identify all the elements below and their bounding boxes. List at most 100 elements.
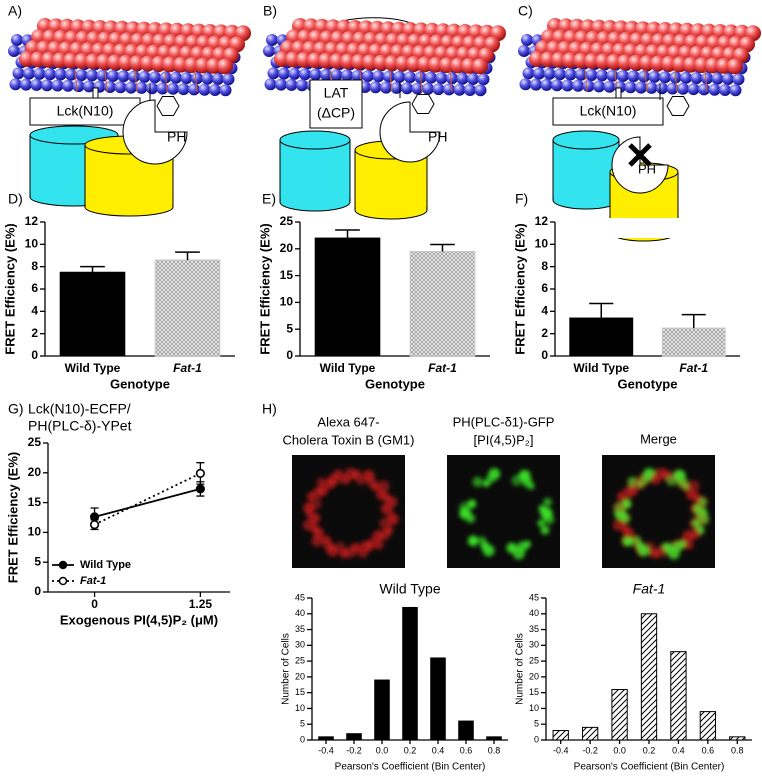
lipid-head xyxy=(167,82,179,95)
lipid-head xyxy=(656,82,668,95)
error-bar xyxy=(589,302,614,319)
lipid-head xyxy=(263,45,275,57)
chart-title: Wild Type xyxy=(379,581,440,597)
bar xyxy=(59,271,126,357)
lipid-head xyxy=(540,78,553,91)
signal xyxy=(537,519,545,527)
x-tick-label: Fat-1 xyxy=(679,361,708,375)
signal xyxy=(649,548,660,559)
lipid-head xyxy=(33,67,46,80)
lipid-head xyxy=(30,78,43,91)
lipid-head xyxy=(425,71,437,84)
panel-label: D) xyxy=(8,191,23,207)
lipid-head xyxy=(219,84,232,97)
x-tick-label: 0.2 xyxy=(404,745,417,755)
x-tick-label: 0.6 xyxy=(702,745,715,755)
bar xyxy=(402,606,418,741)
lipid-head xyxy=(288,67,301,80)
x-axis-label: Pearson's Coefficient (Bin Center) xyxy=(574,762,725,773)
y-tick-label: 10 xyxy=(25,237,39,251)
y-tick-label: 40 xyxy=(529,608,539,618)
lipid-head xyxy=(575,68,587,81)
lipid-head xyxy=(659,71,671,84)
y-tick-label: 2 xyxy=(541,326,548,340)
error-bar xyxy=(681,313,706,329)
lipid-head xyxy=(635,81,647,94)
lipid-head xyxy=(446,72,458,85)
image-caption: PH(PLC-δ1)-GFP xyxy=(453,414,555,429)
lipid-head xyxy=(443,83,455,96)
lipid-tail xyxy=(389,69,393,93)
lipid-head xyxy=(645,81,658,94)
lipid-head xyxy=(54,68,67,81)
lipid-head xyxy=(456,72,469,85)
lipid-head xyxy=(472,58,488,75)
ph-domain xyxy=(611,136,669,194)
lipid-head xyxy=(390,81,403,94)
point xyxy=(195,468,205,478)
protein-box xyxy=(309,79,363,129)
y-tick-label: 8 xyxy=(541,259,548,273)
bar xyxy=(486,736,502,741)
signal xyxy=(543,497,552,507)
chart: G) Lck(N10)-ECFP/PH(PLC-δ)-YPet 0 5 10 15 20 25… xyxy=(5,401,230,627)
micrograph: Alexa 647- Cholera Toxin B (GM1) xyxy=(283,414,414,568)
lipid-head xyxy=(411,82,424,95)
lipid-head xyxy=(627,70,640,83)
chart: D) 0 2 4 6 8 10 12 FRET Efficiency (E%) GenotypeW… xyxy=(2,191,235,391)
y-tick-label: 30 xyxy=(529,640,539,650)
error-bar xyxy=(335,229,360,239)
y-tick-label: 12 xyxy=(535,214,549,228)
y-tick-label: 0 xyxy=(286,348,293,362)
lipid-head xyxy=(135,81,148,94)
lipid-head xyxy=(12,67,25,80)
protein-label: Lck(N10) xyxy=(57,103,114,119)
lipid-tail xyxy=(419,69,423,93)
y-tick-label: 15 xyxy=(529,687,539,697)
lipid-head xyxy=(170,71,182,84)
lipid-head xyxy=(320,68,332,81)
protein-label: Lck(N10) xyxy=(580,103,637,119)
panel-label: B) xyxy=(263,3,277,19)
y-tick-label: 20 xyxy=(295,671,305,681)
signal xyxy=(310,498,322,510)
x-tick-label: 0 xyxy=(91,597,98,611)
y-tick-label: 25 xyxy=(28,435,42,449)
lipid-head xyxy=(666,82,679,95)
x-tick-label: Wild Type xyxy=(320,361,376,375)
cylinder-cover xyxy=(553,140,619,200)
signal xyxy=(538,504,546,513)
x-tick-label: Wild Type xyxy=(573,361,629,375)
lipid-tail xyxy=(449,69,453,93)
y-tick-label: 6 xyxy=(541,281,548,295)
lipid-tail xyxy=(74,69,78,93)
series-line xyxy=(94,488,201,518)
y-tick-label: 15 xyxy=(280,268,294,282)
lipid-head xyxy=(212,73,224,85)
chart: Wild Type 0 5 10 15 20 25 30 35 40 45 Number of Cel… xyxy=(281,581,508,773)
signal xyxy=(316,484,329,497)
signal xyxy=(478,536,486,544)
point xyxy=(89,520,100,530)
lipid-head xyxy=(65,68,77,81)
y-tick-label: 15 xyxy=(28,495,42,509)
lipid-tail xyxy=(644,69,648,93)
x-axis-label: Genotype xyxy=(365,376,425,391)
lipid-head xyxy=(522,67,535,80)
lipid-head xyxy=(128,70,140,83)
lipid-head xyxy=(299,68,311,81)
lipid-head xyxy=(266,34,278,46)
y-axis-label: Number of Cells xyxy=(281,633,292,705)
lipid-head xyxy=(372,70,385,83)
panel-label: F) xyxy=(515,191,528,207)
lipid-head xyxy=(369,81,382,94)
diagram: C) Lck(N10) PH xyxy=(518,3,761,242)
lipid-head xyxy=(585,69,598,82)
y-tick-label: 45 xyxy=(529,592,539,602)
x-tick-label: Fat-1 xyxy=(173,361,202,375)
x-tick-label: -0.4 xyxy=(318,745,334,755)
lipid-head xyxy=(362,70,374,82)
panel-label: G) xyxy=(8,401,24,417)
x-tick-label: 0.4 xyxy=(432,745,445,755)
